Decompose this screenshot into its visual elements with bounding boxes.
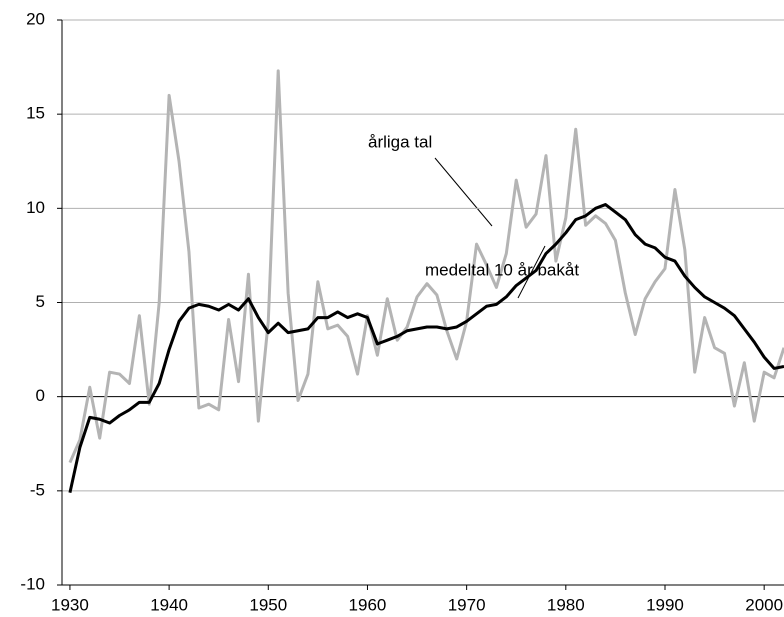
leader-line: [517, 245, 546, 299]
y-tick-label: -10: [20, 574, 45, 593]
x-tick-label: 1930: [51, 595, 89, 614]
x-tick-label: 1980: [547, 595, 585, 614]
x-tick-label: 1970: [448, 595, 486, 614]
y-tick-label: 20: [26, 9, 45, 28]
series-line: [68, 203, 784, 494]
x-tick-label: 1940: [150, 595, 188, 614]
y-tick-label: 5: [36, 292, 45, 311]
y-tick-label: -5: [30, 480, 45, 499]
series-label: medeltal 10 år bakåt: [425, 260, 579, 279]
x-tick-label: 2000: [745, 595, 783, 614]
x-tick-label: 1960: [349, 595, 387, 614]
x-tick-label: 1990: [646, 595, 684, 614]
y-tick-label: 0: [36, 386, 45, 405]
series-label: årliga tal: [368, 132, 432, 151]
x-tick-label: 1950: [249, 595, 287, 614]
y-tick-label: 10: [26, 198, 45, 217]
series-line: [68, 69, 784, 464]
y-tick-label: 15: [26, 104, 45, 123]
leader-line: [434, 157, 493, 227]
